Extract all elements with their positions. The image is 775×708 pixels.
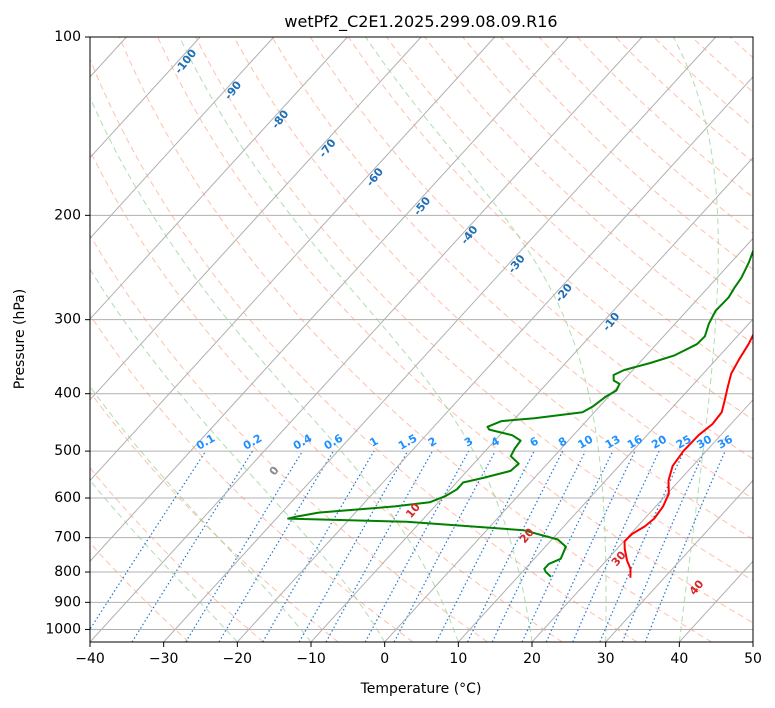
isotherm--30 bbox=[163, 37, 717, 642]
x-tick-label-4: 0 bbox=[380, 651, 389, 667]
y-tick-label-9: 1000 bbox=[45, 621, 81, 637]
dry-adiabat-30 bbox=[90, 58, 638, 642]
moist-adiabat-40 bbox=[672, 37, 719, 642]
mixing-ratio-line-15 bbox=[599, 450, 685, 642]
chart-title: wetPf2_C2E1.2025.299.08.09.R16 bbox=[284, 12, 557, 32]
moist-adiabat-30 bbox=[365, 37, 607, 642]
moist-adiabat-0 bbox=[90, 268, 386, 642]
y-tick-label-0: 100 bbox=[54, 29, 81, 45]
mixing-ratio-line-16 bbox=[621, 450, 705, 642]
isotherm--100 bbox=[90, 37, 201, 159]
isotherm--90 bbox=[90, 37, 275, 240]
y-tick-label-7: 800 bbox=[54, 564, 81, 580]
x-tick-label-7: 30 bbox=[597, 651, 615, 667]
dry-adiabat-10 bbox=[90, 234, 488, 642]
isotherm--70 bbox=[90, 37, 422, 401]
moist-adiabat-20 bbox=[179, 37, 533, 642]
x-tick-label-1: −30 bbox=[149, 651, 179, 667]
temperature-line bbox=[623, 333, 753, 578]
y-tick-label-5: 600 bbox=[54, 490, 81, 506]
y-axis-label: Pressure (hPa) bbox=[12, 289, 28, 389]
x-tick-label-3: −10 bbox=[296, 651, 326, 667]
dry-adiabat-80 bbox=[271, 37, 753, 500]
y-tick-label-1: 200 bbox=[54, 207, 81, 223]
y-tick-label-6: 700 bbox=[54, 530, 81, 546]
mixing-ratio-line-2 bbox=[185, 450, 304, 642]
dry-adiabat--20 bbox=[90, 467, 264, 642]
x-axis-ticks: −40 −30 −20 −10 0 10 20 30 40 50 bbox=[75, 642, 762, 667]
plot-frame bbox=[89, 36, 754, 643]
x-tick-label-5: 10 bbox=[449, 651, 467, 667]
mixing-ratio-line-6 bbox=[325, 450, 434, 642]
x-tick-label-0: −40 bbox=[75, 651, 105, 667]
isotherm--40 bbox=[90, 37, 643, 642]
dry-adiabat-100 bbox=[347, 37, 753, 421]
dry-adiabat-20 bbox=[90, 149, 563, 642]
isotherm-10 bbox=[457, 318, 753, 642]
dry-adiabat-60 bbox=[195, 37, 753, 582]
y-tick-label-2: 300 bbox=[54, 312, 81, 328]
x-tick-label-8: 40 bbox=[670, 651, 688, 667]
isotherm--20 bbox=[236, 76, 753, 642]
background-lines bbox=[90, 37, 753, 642]
y-axis-ticks: 100 200 300 400 500 600 700 800 900 1000 bbox=[45, 29, 90, 637]
mixing-ratio-line-8 bbox=[393, 450, 496, 642]
x-tick-label-6: 20 bbox=[523, 651, 541, 667]
profile-series bbox=[287, 249, 753, 578]
isotherm--10 bbox=[310, 156, 753, 642]
mixing-ratio-line-7 bbox=[364, 450, 470, 642]
x-axis-label: Temperature (°C) bbox=[360, 681, 482, 697]
y-tick-label-3: 400 bbox=[54, 386, 81, 402]
isotherm-0 bbox=[384, 237, 753, 642]
moist-adiabat--20 bbox=[90, 479, 238, 642]
dry-adiabat-110 bbox=[386, 37, 753, 382]
moist-adiabat-10 bbox=[90, 96, 459, 642]
isotherm-30 bbox=[605, 479, 753, 642]
dry-adiabat--30 bbox=[90, 542, 190, 642]
isotherms bbox=[90, 37, 753, 642]
isobar-grid bbox=[90, 37, 753, 630]
isotherm--80 bbox=[90, 37, 348, 320]
isotherm--60 bbox=[90, 37, 496, 482]
mixing-ratio-line-1 bbox=[131, 450, 254, 642]
mixing-ratio-line-10 bbox=[466, 450, 564, 642]
y-tick-label-8: 900 bbox=[54, 594, 81, 610]
x-tick-label-9: 50 bbox=[744, 651, 762, 667]
isotherm--50 bbox=[90, 37, 569, 563]
mixing-ratio-line-14 bbox=[572, 450, 660, 642]
dry-adiabat-90 bbox=[309, 37, 753, 460]
mixing-ratio-line-0 bbox=[90, 450, 207, 631]
dry-adiabat-50 bbox=[157, 37, 753, 624]
dewpoint-line bbox=[287, 249, 753, 578]
y-tick-label-4: 500 bbox=[54, 443, 81, 459]
x-tick-label-2: −20 bbox=[223, 651, 253, 667]
